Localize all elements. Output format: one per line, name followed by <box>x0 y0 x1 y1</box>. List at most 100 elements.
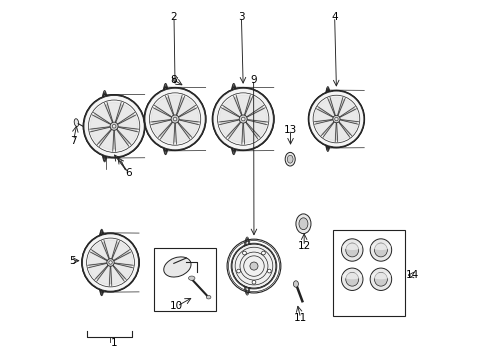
Ellipse shape <box>189 276 195 280</box>
Text: 4: 4 <box>331 12 338 22</box>
Polygon shape <box>151 108 170 122</box>
Polygon shape <box>245 97 263 116</box>
Ellipse shape <box>342 239 363 261</box>
Ellipse shape <box>342 243 362 250</box>
Polygon shape <box>100 131 114 150</box>
Polygon shape <box>114 264 132 279</box>
Text: 12: 12 <box>297 241 311 251</box>
Ellipse shape <box>107 258 114 266</box>
Polygon shape <box>92 242 108 260</box>
Ellipse shape <box>239 115 247 123</box>
Ellipse shape <box>308 90 365 148</box>
Circle shape <box>237 269 241 273</box>
Polygon shape <box>113 131 115 149</box>
Polygon shape <box>98 130 111 144</box>
Text: 3: 3 <box>238 12 245 22</box>
Ellipse shape <box>374 243 388 257</box>
Polygon shape <box>178 123 191 137</box>
Polygon shape <box>160 123 172 137</box>
Circle shape <box>250 262 258 270</box>
Polygon shape <box>174 124 176 142</box>
Polygon shape <box>115 251 129 260</box>
Circle shape <box>232 244 276 288</box>
Polygon shape <box>152 120 170 124</box>
Polygon shape <box>94 114 110 124</box>
Text: 13: 13 <box>284 125 297 135</box>
Ellipse shape <box>112 124 116 128</box>
Polygon shape <box>322 122 334 135</box>
Text: 6: 6 <box>125 168 132 178</box>
Ellipse shape <box>144 87 206 150</box>
Polygon shape <box>247 107 264 117</box>
Polygon shape <box>105 104 113 121</box>
Bar <box>333 230 405 316</box>
Polygon shape <box>115 252 133 265</box>
Polygon shape <box>116 104 123 121</box>
Text: 5: 5 <box>70 256 76 266</box>
Text: 10: 10 <box>171 301 183 311</box>
Polygon shape <box>116 104 134 123</box>
Polygon shape <box>89 264 107 279</box>
Polygon shape <box>234 97 242 114</box>
Polygon shape <box>119 114 134 124</box>
Polygon shape <box>96 266 107 279</box>
Polygon shape <box>248 120 266 124</box>
Polygon shape <box>161 123 175 143</box>
Text: 1: 1 <box>111 338 118 348</box>
Polygon shape <box>88 252 106 265</box>
Polygon shape <box>168 95 182 113</box>
Polygon shape <box>175 123 190 143</box>
Polygon shape <box>94 104 112 123</box>
Polygon shape <box>90 263 106 267</box>
Polygon shape <box>104 240 117 257</box>
Ellipse shape <box>171 115 179 123</box>
Polygon shape <box>119 127 137 131</box>
Polygon shape <box>92 251 106 260</box>
Polygon shape <box>338 99 344 114</box>
Polygon shape <box>236 95 250 113</box>
Polygon shape <box>179 107 195 117</box>
Polygon shape <box>113 242 129 260</box>
Ellipse shape <box>82 233 139 292</box>
Text: 14: 14 <box>406 270 419 280</box>
Ellipse shape <box>212 87 274 150</box>
Polygon shape <box>339 99 355 116</box>
Polygon shape <box>341 120 357 124</box>
Polygon shape <box>220 108 238 122</box>
Polygon shape <box>119 116 138 129</box>
Ellipse shape <box>342 268 363 291</box>
Polygon shape <box>91 127 110 144</box>
Polygon shape <box>155 97 173 116</box>
Polygon shape <box>248 108 267 122</box>
Ellipse shape <box>371 243 391 250</box>
Polygon shape <box>340 120 358 135</box>
Polygon shape <box>90 116 109 129</box>
Polygon shape <box>223 107 239 117</box>
Polygon shape <box>166 97 173 114</box>
Polygon shape <box>102 242 109 258</box>
Polygon shape <box>341 108 355 117</box>
Polygon shape <box>242 124 245 142</box>
Text: 8: 8 <box>170 75 176 85</box>
Polygon shape <box>111 267 124 285</box>
Polygon shape <box>244 123 258 143</box>
Ellipse shape <box>333 115 340 123</box>
Polygon shape <box>246 123 259 137</box>
Ellipse shape <box>346 243 359 257</box>
Polygon shape <box>318 108 332 117</box>
Ellipse shape <box>164 257 191 277</box>
Polygon shape <box>176 97 184 114</box>
Polygon shape <box>335 124 338 140</box>
Circle shape <box>262 251 265 255</box>
Polygon shape <box>220 120 239 136</box>
Text: 11: 11 <box>294 313 307 323</box>
Polygon shape <box>155 107 171 117</box>
Polygon shape <box>245 97 252 114</box>
Polygon shape <box>115 131 128 150</box>
Ellipse shape <box>342 273 362 279</box>
Polygon shape <box>152 120 171 136</box>
Polygon shape <box>315 120 333 135</box>
Ellipse shape <box>206 296 211 299</box>
Polygon shape <box>323 123 336 141</box>
Ellipse shape <box>370 239 392 261</box>
